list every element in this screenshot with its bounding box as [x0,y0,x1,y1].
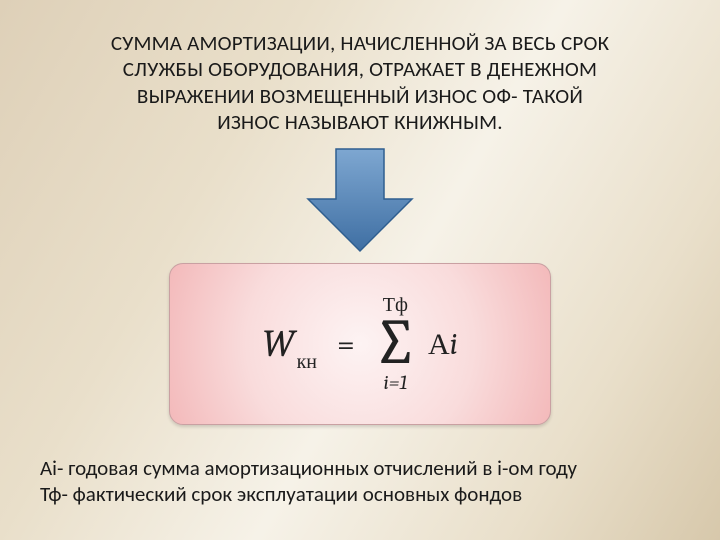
title-line-1: СУММА АМОРТИЗАЦИИ, НАЧИСЛЕННОЙ ЗА ВЕСЬ С… [111,30,609,56]
title-line-3: ВЫРАЖЕНИИ ВОЗМЕЩЕННЫЙ ИЗНОС ОФ- ТАКОЙ [137,83,583,109]
down-arrow-icon [300,145,420,255]
formula: Wкн = Тф ∑ i=1 Аi [262,295,457,392]
sigma-icon: ∑ [373,317,418,368]
slide: СУММА АМОРТИЗАЦИИ, НАЧИСЛЕННОЙ ЗА ВЕСЬ С… [0,0,720,540]
sum-lower-bound: i=1 [384,373,408,393]
formula-box: Wкн = Тф ∑ i=1 Аi [169,263,551,425]
formula-lhs-sub: кн [297,350,317,374]
arrow-container [300,145,420,255]
formula-lhs: Wкн [262,322,317,366]
down-arrow-shape [308,149,412,251]
legend-line-1: Аi- годовая сумма амортизационных отчисл… [40,455,680,481]
title-line-4: ИЗНОС НАЗЫВАЮТ КНИЖНЫМ. [217,109,503,135]
formula-sum: Тф ∑ i=1 [373,295,418,392]
legend: Аi- годовая сумма амортизационных отчисл… [40,455,680,508]
formula-rhs: Аi [428,327,458,362]
title-line-2: СЛУЖБЫ ОБОРУДОВАНИЯ, ОТРАЖАЕТ В ДЕНЕЖНОМ [123,56,597,82]
formula-equals: = [337,326,355,363]
slide-title: СУММА АМОРТИЗАЦИИ, НАЧИСЛЕННОЙ ЗА ВЕСЬ С… [55,30,665,135]
formula-lhs-var: W [262,322,294,366]
legend-line-2: Тф- фактический срок эксплуатации основн… [40,481,680,507]
